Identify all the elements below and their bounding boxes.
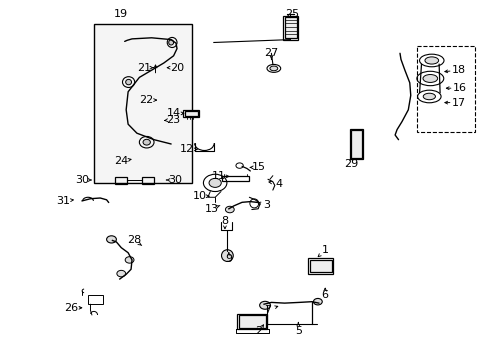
Ellipse shape xyxy=(106,236,116,243)
Bar xyxy=(222,176,249,181)
Ellipse shape xyxy=(424,57,438,64)
Text: 2: 2 xyxy=(255,326,262,336)
Text: 6: 6 xyxy=(321,290,328,300)
Bar xyxy=(350,130,361,158)
Bar xyxy=(309,260,331,272)
Bar xyxy=(142,177,154,184)
Ellipse shape xyxy=(269,66,277,71)
Text: 16: 16 xyxy=(452,83,466,93)
Text: 9: 9 xyxy=(225,254,232,264)
Text: 30: 30 xyxy=(168,175,182,185)
Circle shape xyxy=(221,250,233,261)
Bar xyxy=(349,129,363,159)
Text: 15: 15 xyxy=(252,162,265,172)
Ellipse shape xyxy=(168,40,173,45)
Text: 18: 18 xyxy=(451,65,465,75)
Text: 17: 17 xyxy=(451,98,465,108)
Bar xyxy=(183,110,199,117)
Ellipse shape xyxy=(209,178,221,187)
Text: 4: 4 xyxy=(275,179,282,189)
Text: 22: 22 xyxy=(139,95,154,105)
Text: 1: 1 xyxy=(321,245,328,255)
Ellipse shape xyxy=(143,139,150,145)
Ellipse shape xyxy=(125,257,134,263)
Text: 10: 10 xyxy=(192,191,206,201)
Text: 24: 24 xyxy=(114,156,128,166)
Text: 28: 28 xyxy=(127,235,142,246)
Bar xyxy=(237,314,267,329)
Text: 21: 21 xyxy=(137,63,151,73)
Bar xyxy=(284,17,296,38)
Text: 3: 3 xyxy=(263,200,269,210)
Text: 12: 12 xyxy=(180,144,194,154)
Ellipse shape xyxy=(259,301,270,309)
Text: 27: 27 xyxy=(264,48,278,58)
Ellipse shape xyxy=(423,93,435,100)
Text: 25: 25 xyxy=(285,9,299,19)
Ellipse shape xyxy=(422,75,437,82)
Text: 31: 31 xyxy=(57,196,70,206)
Ellipse shape xyxy=(125,79,131,85)
Ellipse shape xyxy=(313,298,322,305)
Bar xyxy=(94,24,191,183)
Text: 20: 20 xyxy=(170,63,183,73)
Text: 14: 14 xyxy=(166,108,180,118)
Bar xyxy=(416,46,474,132)
Bar xyxy=(307,258,333,274)
Ellipse shape xyxy=(117,270,125,277)
Text: 23: 23 xyxy=(166,114,180,125)
Text: 7: 7 xyxy=(264,305,271,315)
Bar xyxy=(88,295,102,304)
Text: 13: 13 xyxy=(204,204,218,214)
Text: 5: 5 xyxy=(294,326,301,336)
Bar xyxy=(115,177,127,184)
Ellipse shape xyxy=(225,206,234,213)
Text: 11: 11 xyxy=(212,171,225,181)
Bar xyxy=(282,16,298,40)
Text: 19: 19 xyxy=(114,9,128,19)
Text: 8: 8 xyxy=(221,216,228,226)
Text: 30: 30 xyxy=(75,175,89,185)
Text: 29: 29 xyxy=(343,159,358,169)
Bar xyxy=(238,315,265,328)
Text: 26: 26 xyxy=(64,303,78,313)
Bar xyxy=(185,111,197,116)
